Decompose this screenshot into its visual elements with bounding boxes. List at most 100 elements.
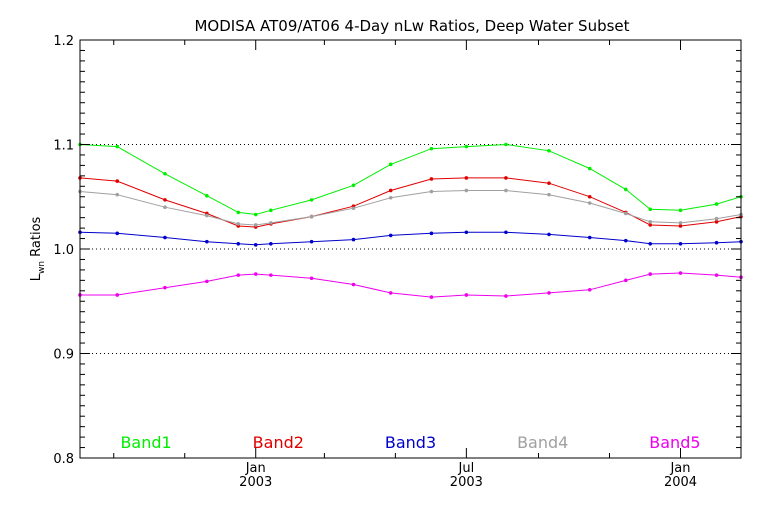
data-point (587, 166, 592, 171)
data-point (205, 279, 209, 284)
data-point (547, 192, 551, 197)
data-point (236, 222, 241, 226)
data-point (464, 144, 469, 149)
x-tick-label-month: Jul (458, 461, 475, 476)
y-tick-label: 0.8 (53, 452, 74, 467)
data-point (388, 195, 393, 200)
y-axis-label-main: L (29, 273, 44, 281)
data-point (714, 216, 719, 221)
x-tick-label-month: Jan (245, 461, 266, 476)
data-point (464, 176, 469, 180)
data-point (648, 223, 653, 227)
data-point (269, 273, 273, 277)
x-tick-label-year: 2003 (450, 475, 483, 490)
data-point (678, 241, 683, 246)
series-band1 (78, 142, 743, 217)
data-point (623, 187, 628, 192)
data-point (547, 181, 551, 185)
data-point (429, 231, 434, 236)
data-point (388, 188, 393, 193)
data-point (714, 273, 719, 277)
data-point (115, 192, 120, 197)
data-point (623, 238, 628, 243)
data-point (648, 272, 653, 276)
data-point (464, 188, 469, 193)
data-point (678, 208, 683, 213)
data-point (205, 213, 209, 218)
data-point (163, 285, 167, 290)
data-point (547, 291, 551, 295)
data-point (388, 162, 393, 167)
data-point (464, 293, 469, 297)
data-point (504, 230, 508, 235)
data-point (623, 278, 628, 283)
y-tick-label: 1.1 (53, 139, 74, 154)
data-point (205, 193, 209, 198)
data-point (504, 176, 508, 180)
data-point (388, 233, 393, 238)
series-layer (78, 142, 743, 299)
data-point (309, 239, 314, 244)
data-point (163, 205, 167, 209)
data-point (115, 144, 120, 149)
data-point (504, 294, 508, 298)
legend-item-band2: Band2 (253, 433, 304, 452)
legend-item-band1: Band1 (120, 433, 171, 452)
data-point (504, 188, 508, 193)
data-point (464, 230, 469, 235)
plot-frame (79, 39, 742, 459)
data-point (587, 201, 592, 205)
series-line (79, 231, 742, 246)
data-point (269, 221, 273, 225)
data-point (587, 194, 592, 199)
data-point (648, 207, 653, 212)
data-point (714, 202, 719, 206)
data-point (587, 287, 592, 292)
data-point (429, 295, 434, 299)
data-point (623, 211, 628, 216)
data-point (115, 293, 120, 297)
data-point (648, 220, 653, 224)
gridlines (80, 144, 741, 354)
data-point (236, 241, 241, 246)
y-axis-label: Lwn Ratios (29, 216, 47, 281)
data-point (269, 208, 273, 213)
data-point (388, 291, 393, 295)
series-band3 (78, 230, 743, 247)
series-band5 (78, 271, 743, 299)
data-point (429, 189, 434, 194)
data-point (253, 212, 258, 217)
legend-item-band4: Band4 (517, 433, 568, 452)
y-axis-label-rest: Ratios (29, 216, 44, 261)
chart-title: MODISA AT09/AT06 4-Day nLw Ratios, Deep … (194, 17, 629, 35)
data-point (205, 239, 209, 244)
data-point (504, 142, 508, 147)
data-point (351, 206, 356, 211)
y-tick-label: 1.2 (53, 34, 74, 49)
data-point (309, 214, 314, 219)
legend-item-band5: Band5 (649, 433, 700, 452)
data-point (115, 231, 120, 236)
data-point (429, 146, 434, 151)
data-point (429, 177, 434, 181)
data-point (115, 179, 120, 183)
data-point (309, 276, 314, 281)
data-point (236, 210, 241, 215)
series-line (79, 143, 742, 216)
data-point (678, 224, 683, 228)
data-point (714, 240, 719, 245)
data-point (351, 237, 356, 242)
series-band4 (78, 188, 743, 227)
series-band2 (78, 176, 743, 229)
legend: Band1 Band2 Band3 Band4 Band5 (120, 433, 700, 452)
y-tick-label: 0.9 (53, 348, 74, 363)
data-point (547, 148, 551, 153)
y-tick-label: 1.0 (53, 243, 74, 258)
data-point (163, 198, 167, 202)
data-point (351, 183, 356, 188)
data-point (678, 271, 683, 275)
data-point (236, 273, 241, 277)
series-line (80, 272, 742, 298)
